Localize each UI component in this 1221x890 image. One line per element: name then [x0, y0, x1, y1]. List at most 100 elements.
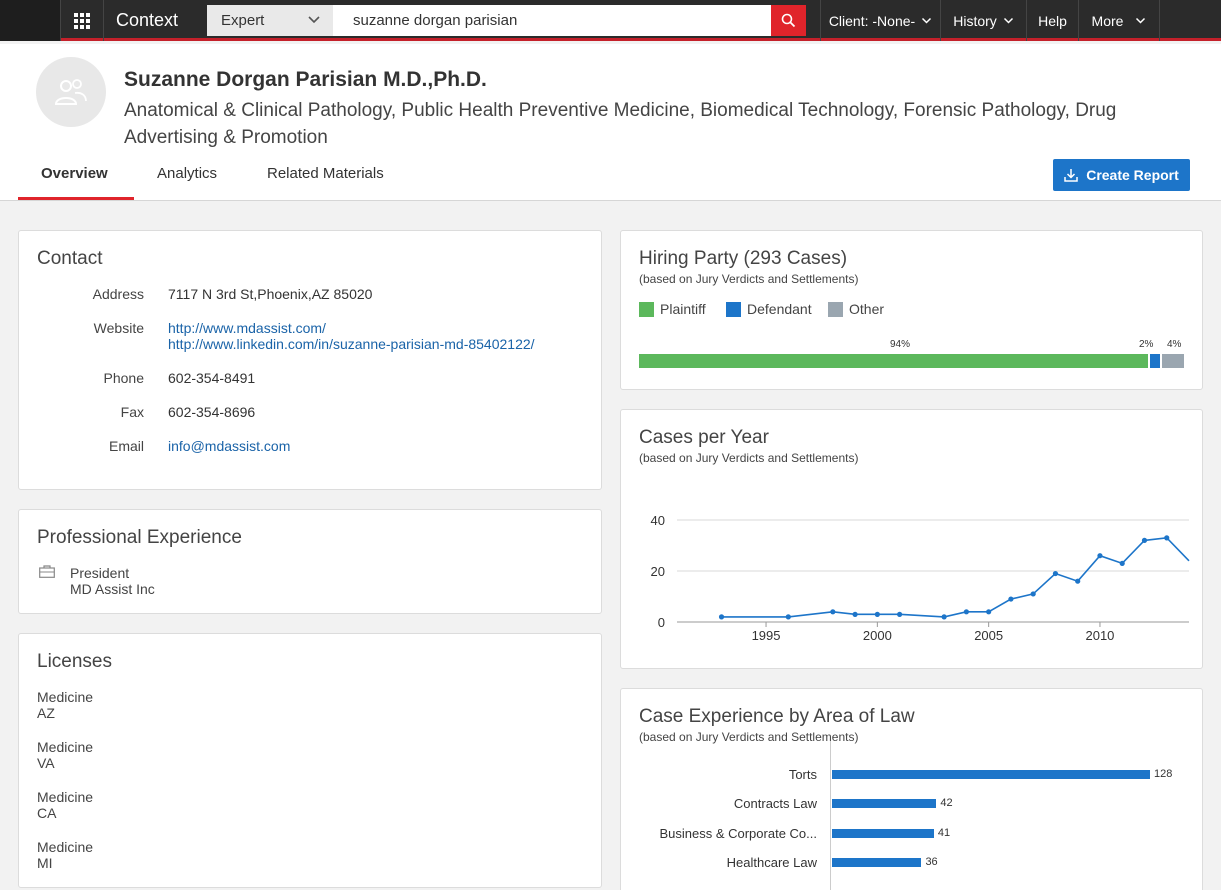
data-point	[830, 609, 836, 615]
x-tick-label: 2000	[863, 628, 892, 643]
y-tick-label: 20	[651, 564, 665, 579]
fax-label: Fax	[120, 404, 144, 420]
cases-per-year-card: Cases per Year (based on Jury Verdicts a…	[620, 409, 1203, 669]
search-icon	[781, 13, 796, 28]
hiring-party-subtitle: (based on Jury Verdicts and Settlements)	[639, 272, 859, 286]
x-tick-label: 2010	[1085, 628, 1114, 643]
legend-other[interactable]: Other	[828, 301, 884, 317]
data-point	[874, 611, 880, 617]
history-menu-label: History	[953, 12, 997, 29]
tab-analytics[interactable]: Analytics	[157, 165, 218, 182]
bar-value-label: 36	[925, 855, 938, 868]
defendant-bar-segment[interactable]	[1149, 354, 1161, 368]
experience-title: Professional Experience	[37, 527, 242, 548]
hiring-party-title: Hiring Party (293 Cases)	[639, 248, 848, 269]
avatar	[36, 57, 106, 127]
license-state: VA	[37, 755, 55, 771]
more-menu-label: More	[1091, 12, 1124, 29]
area-of-law-title: Case Experience by Area of Law	[639, 706, 915, 727]
more-menu[interactable]: More	[1078, 0, 1160, 41]
create-report-button[interactable]: Create Report	[1053, 159, 1190, 191]
area-of-law-subtitle: (based on Jury Verdicts and Settlements)	[639, 730, 859, 744]
data-point	[941, 614, 947, 620]
other-bar-segment[interactable]	[1162, 354, 1184, 368]
hiring-party-card: Hiring Party (293 Cases) (based on Jury …	[620, 230, 1203, 390]
license-name: Medicine	[37, 789, 94, 805]
expert-name: Suzanne Dorgan Parisian M.D.,Ph.D.	[124, 68, 487, 91]
briefcase-icon	[39, 565, 55, 578]
license-state: MI	[37, 855, 53, 871]
plaintiff-bar-segment[interactable]	[639, 354, 1148, 368]
experience-position: President	[70, 565, 130, 581]
search-input[interactable]	[333, 5, 771, 36]
hiring-party-bar	[639, 231, 1184, 391]
legend-label: Other	[849, 301, 885, 317]
tab-related-materials[interactable]: Related Materials	[267, 165, 384, 182]
area-of-law-bar[interactable]	[832, 857, 922, 867]
area-of-law-bar[interactable]	[832, 828, 934, 838]
tab-overview[interactable]: Overview	[41, 165, 108, 182]
area-of-law-bar[interactable]	[832, 770, 1150, 779]
legend-plaintiff[interactable]: Plaintiff	[639, 301, 706, 317]
experience-organization: MD Assist Inc	[70, 581, 155, 597]
area-of-law-chart: Torts 128 Contracts Law 42 Business & Corpor…	[621, 689, 1202, 889]
chevron-down-icon	[308, 16, 320, 24]
license-state: AZ	[37, 705, 55, 721]
history-menu[interactable]: History	[940, 0, 1026, 41]
bar-category-label: Contracts Law	[733, 796, 817, 812]
cases-per-year-subtitle: (based on Jury Verdicts and Settlements)	[639, 451, 859, 465]
legend-swatch	[828, 301, 843, 317]
license-state: CA	[37, 805, 57, 821]
create-report-label: Create Report	[1086, 167, 1179, 183]
other-percent-label: 4%	[1167, 339, 1182, 350]
data-point	[1052, 570, 1059, 577]
contact-title: Contact	[37, 248, 103, 269]
contact-card: Contact Address 7117 N 3rd St,Phoenix,AZ…	[18, 230, 602, 490]
cases-series-line	[721, 537, 1190, 618]
bar-value-label: 128	[1154, 768, 1173, 780]
bar-category-label: Healthcare Law	[726, 854, 817, 870]
bar-value-label: 41	[937, 826, 951, 839]
data-point	[1097, 553, 1103, 559]
client-menu[interactable]: Client: -None-	[820, 0, 940, 41]
data-point	[1164, 535, 1170, 541]
license-name: Medicine	[37, 839, 94, 855]
active-tab-indicator	[18, 197, 134, 200]
email-link[interactable]: info@mdassist.com	[168, 438, 291, 454]
phone-value: 602-354-8491	[168, 370, 256, 386]
search-button[interactable]	[771, 5, 806, 36]
bar-category-label: Business & Corporate Co...	[659, 825, 817, 841]
help-link[interactable]: Help	[1026, 0, 1078, 41]
linkedin-link[interactable]: http://www.linkedin.com/in/suzanne-paris…	[168, 336, 535, 352]
chevron-down-icon	[1003, 17, 1013, 24]
legend-swatch	[639, 301, 654, 317]
people-icon	[54, 79, 87, 105]
licenses-card: Licenses Medicine AZ Medicine VA Medicin…	[18, 633, 602, 888]
defendant-percent-label: 2%	[1139, 339, 1154, 350]
data-point	[1075, 578, 1081, 584]
cases-per-year-title: Cases per Year	[639, 427, 769, 448]
fax-value: 602-354-8696	[168, 404, 256, 420]
data-point	[1119, 560, 1125, 566]
expert-specialties: Anatomical & Clinical Pathology, Public …	[124, 100, 1117, 148]
data-point	[785, 614, 791, 620]
search-type-select[interactable]: Expert	[207, 5, 333, 36]
area-of-law-bar[interactable]	[832, 799, 937, 809]
help-link-label: Help	[1038, 12, 1067, 29]
app-grid-icon[interactable]	[60, 0, 104, 41]
address-value: 7117 N 3rd St,Phoenix,AZ 85020	[168, 286, 373, 302]
brand-name[interactable]: Context	[116, 10, 179, 30]
data-point	[1008, 596, 1014, 602]
top-navigation-bar: Context Expert Client: -None- History He…	[0, 0, 1221, 41]
licenses-title: Licenses	[37, 651, 112, 672]
legend-defendant[interactable]: Defendant	[726, 301, 812, 317]
x-tick-label: 2005	[974, 628, 1003, 643]
area-of-law-card: Case Experience by Area of Law (based on…	[620, 688, 1203, 890]
professional-experience-card: Professional Experience President MD Ass…	[18, 509, 602, 614]
data-point	[852, 611, 858, 617]
license-name: Medicine	[37, 689, 94, 705]
expert-header: Suzanne Dorgan Parisian M.D.,Ph.D. Anato…	[0, 44, 1221, 201]
legend-label: Plaintiff	[660, 301, 706, 317]
website-link[interactable]: http://www.mdassist.com/	[168, 320, 326, 336]
data-point	[963, 609, 969, 615]
